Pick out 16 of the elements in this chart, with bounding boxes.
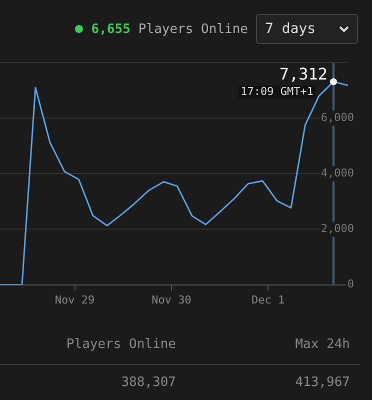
annotation: 7,312 — [279, 64, 328, 84]
y-tick-label: 0 — [347, 278, 354, 291]
x-tick-label: Dec 1 — [252, 293, 285, 306]
text: 388,307 — [121, 375, 176, 390]
text: Max 24h — [295, 337, 350, 352]
y-tick-label: 6,000 — [320, 111, 354, 124]
text: Players Online — [66, 337, 176, 352]
text: 6,655 — [91, 22, 130, 36]
text: 413,967 — [295, 375, 350, 390]
text: Players Online — [138, 22, 248, 36]
annotation: 17:09 GMT+1 — [240, 85, 314, 98]
y-tick-label: 2,000 — [320, 222, 354, 236]
x-tick-label: Nov 29 — [54, 293, 95, 306]
y-tick-label: 4,000 — [320, 166, 354, 180]
x-tick-label: Nov 30 — [152, 293, 192, 306]
text: 7 days — [265, 21, 316, 37]
